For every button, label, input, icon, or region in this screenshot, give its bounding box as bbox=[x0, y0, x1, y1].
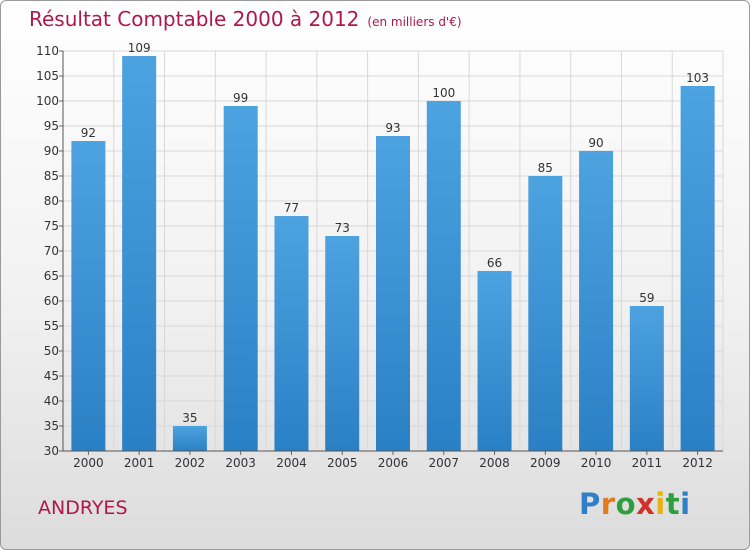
chart-title-text: Résultat Comptable 2000 à 2012 bbox=[29, 7, 360, 31]
bar bbox=[528, 176, 563, 451]
bar bbox=[680, 86, 715, 451]
y-tick-label: 75 bbox=[44, 219, 59, 233]
bar bbox=[376, 136, 410, 451]
bar-value-label: 99 bbox=[233, 91, 248, 105]
x-tick-label: 2007 bbox=[428, 456, 459, 470]
axes bbox=[59, 50, 723, 455]
bar-value-label: 35 bbox=[182, 411, 197, 425]
logo-letter: i bbox=[680, 487, 691, 521]
bar-value-label: 93 bbox=[385, 121, 400, 135]
y-tick-label: 35 bbox=[44, 419, 59, 433]
bar-value-label: 103 bbox=[686, 71, 709, 85]
x-tick-label: 2001 bbox=[124, 456, 155, 470]
x-tick-label: 2006 bbox=[378, 456, 409, 470]
x-tick-label: 2003 bbox=[225, 456, 256, 470]
bar bbox=[325, 236, 360, 451]
logo-letter: t bbox=[665, 487, 681, 521]
x-tick-label: 2005 bbox=[327, 456, 358, 470]
y-tick-label: 85 bbox=[44, 169, 59, 183]
bar bbox=[71, 141, 106, 451]
bar-value-label: 92 bbox=[81, 126, 96, 140]
bar-value-label: 77 bbox=[284, 201, 299, 215]
bar bbox=[629, 306, 664, 451]
x-tick-label: 2012 bbox=[682, 456, 713, 470]
y-tick-label: 80 bbox=[44, 194, 59, 208]
bar bbox=[477, 271, 512, 451]
y-tick-label: 100 bbox=[36, 94, 59, 108]
bar-value-label: 109 bbox=[128, 41, 151, 55]
commune-name: ANDRYES bbox=[38, 497, 128, 519]
y-tick-label: 105 bbox=[36, 69, 59, 83]
x-tick-label: 2011 bbox=[632, 456, 663, 470]
bar bbox=[579, 151, 614, 451]
x-tick-label: 2009 bbox=[530, 456, 561, 470]
y-tick-label: 90 bbox=[44, 144, 59, 158]
y-tick-label: 45 bbox=[44, 369, 59, 383]
y-tick-label: 40 bbox=[44, 394, 59, 408]
y-tick-label: 110 bbox=[36, 44, 59, 58]
chart-subtitle: (en milliers d'€) bbox=[367, 15, 462, 29]
bar-value-label: 73 bbox=[335, 221, 350, 235]
labels: 30 35 40 45 50 55 60 65 70 75 80 85 90 95 100 105 110 92 2… bbox=[36, 41, 713, 470]
bar bbox=[172, 426, 207, 451]
bar-value-label: 90 bbox=[588, 136, 603, 150]
y-tick-label: 70 bbox=[44, 244, 59, 258]
x-tick-label: 2002 bbox=[175, 456, 206, 470]
logo-letter: r bbox=[600, 487, 616, 521]
y-tick-label: 95 bbox=[44, 119, 59, 133]
logo-letter: i bbox=[655, 487, 666, 521]
bar-value-label: 59 bbox=[639, 291, 654, 305]
bars bbox=[71, 56, 715, 451]
logo-letter: o bbox=[615, 487, 637, 521]
bar-value-label: 100 bbox=[432, 86, 455, 100]
bar-value-label: 66 bbox=[487, 256, 502, 270]
x-tick-label: 2004 bbox=[276, 456, 307, 470]
proxiti-logo: Proxiti bbox=[579, 487, 691, 521]
x-tick-label: 2000 bbox=[73, 456, 104, 470]
y-tick-label: 50 bbox=[44, 344, 59, 358]
chart-title: Résultat Comptable 2000 à 2012 (en millie… bbox=[29, 7, 462, 31]
bar bbox=[426, 101, 461, 451]
y-tick-label: 65 bbox=[44, 269, 59, 283]
x-tick-label: 2010 bbox=[581, 456, 612, 470]
bar bbox=[274, 216, 309, 451]
bar bbox=[122, 56, 157, 451]
y-tick-label: 60 bbox=[44, 294, 59, 308]
x-tick-label: 2008 bbox=[479, 456, 510, 470]
bar-value-label: 85 bbox=[538, 161, 553, 175]
y-tick-label: 30 bbox=[44, 444, 59, 458]
bar bbox=[223, 106, 258, 451]
y-tick-label: 55 bbox=[44, 319, 59, 333]
logo-letter: P bbox=[579, 487, 601, 521]
logo-letter: x bbox=[636, 487, 656, 521]
